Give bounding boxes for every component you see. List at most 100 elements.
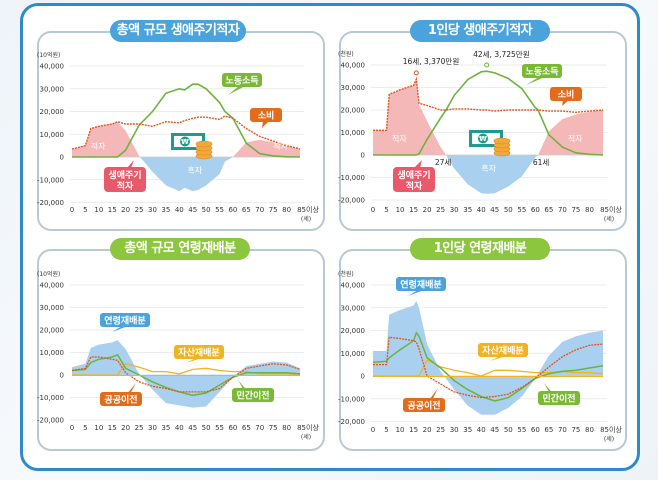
y-tick: 0 <box>60 154 64 162</box>
x-unit-label: (세) <box>604 435 614 443</box>
money-icon: ₩ <box>469 130 511 157</box>
svg-text:적자: 적자 <box>406 180 423 192</box>
x-tick: 80 <box>585 206 594 214</box>
svg-text:자산재배분: 자산재배분 <box>178 347 219 359</box>
money-icon: ₩ <box>171 133 213 160</box>
x-tick: 80 <box>282 206 291 214</box>
labor-income-line <box>373 70 604 156</box>
x-tick: 75 <box>571 426 580 434</box>
y-tick: 0 <box>361 373 365 381</box>
x-tick: 50 <box>202 206 211 214</box>
x-tick: 10 <box>94 424 103 432</box>
x-tick: 25 <box>135 424 144 432</box>
y-tick: -20,000 <box>37 199 64 207</box>
x-tick: 10 <box>396 426 405 434</box>
deficit-label: 적자 <box>273 141 288 151</box>
y-tick: 40,000 <box>40 63 65 71</box>
surplus-label: 흑자 <box>187 165 202 175</box>
x-tick: 30 <box>148 424 157 432</box>
svg-text:연령재배분: 연령재배분 <box>400 279 441 291</box>
x-tick: 40 <box>477 426 486 434</box>
x-tick: 5 <box>384 426 388 434</box>
y-tick: 30,000 <box>40 304 65 312</box>
age-27-annotation: 27세 <box>435 158 452 167</box>
private-transfer-callout: 민간이전 <box>232 380 274 402</box>
y-tick: 20,000 <box>40 108 65 116</box>
consumption-line <box>71 115 301 150</box>
chart-axes: (천원) 40,000 30,000 20,000 10,000 0 -10,000 -20,… <box>338 50 622 223</box>
x-tick: 0 <box>70 206 74 214</box>
y-tick: 40,000 <box>341 62 366 70</box>
x-tick: 20 <box>121 424 130 432</box>
peak-labor-annotation: 42세, 3,725만원 <box>473 50 530 59</box>
deficit-area <box>72 121 300 157</box>
x-tick: 30 <box>450 206 459 214</box>
public-transfer-callout: 공공이전 <box>100 383 142 406</box>
x-tick: 75 <box>269 206 278 214</box>
panel-title: 총액 규모 생애주기적자 <box>110 20 246 42</box>
svg-text:생애주기: 생애주기 <box>108 169 141 181</box>
svg-text:노동소득: 노동소득 <box>225 76 258 87</box>
x-tick: 65 <box>544 206 553 214</box>
svg-text:적자: 적자 <box>117 180 134 192</box>
x-tick: 25 <box>135 206 144 214</box>
deficit-label: 적자 <box>392 134 407 144</box>
x-tick: 55 <box>517 426 526 434</box>
x-tick: 55 <box>215 424 224 432</box>
labor-income-callout: 노동소득 <box>522 64 562 85</box>
y-tick: -10,000 <box>338 395 365 403</box>
age-reallocation-area <box>72 340 300 408</box>
y-tick: 20,000 <box>341 107 366 115</box>
age-reallocation-callout: 연령재배분 <box>100 313 150 332</box>
y-tick: -20,000 <box>338 418 365 426</box>
public-transfer-callout: 공공이전 <box>403 388 445 412</box>
x-tick: 65 <box>544 426 553 434</box>
consumption-callout: 소비 <box>550 87 582 106</box>
x-unit-label: (세) <box>301 433 311 441</box>
consumption-callout: 소비 <box>250 108 282 128</box>
surplus-label: 흑자 <box>481 163 496 173</box>
svg-text:생애주기: 생애주기 <box>397 169 430 181</box>
x-tick: 80 <box>282 424 291 432</box>
x-tick: 20 <box>423 426 432 434</box>
x-tick: 70 <box>558 206 567 214</box>
y-unit-label: (10억원) <box>37 51 60 59</box>
x-tick: 15 <box>108 424 117 432</box>
svg-text:민간이전: 민간이전 <box>542 393 575 405</box>
x-tick: 35 <box>463 426 472 434</box>
x-tick: 10 <box>94 206 103 214</box>
y-tick: 10,000 <box>341 129 366 137</box>
y-tick: 10,000 <box>40 131 65 139</box>
x-tick: 50 <box>504 206 513 214</box>
age-reallocation-area <box>373 300 603 415</box>
x-tick: 40 <box>477 206 486 214</box>
x-tick: 15 <box>409 206 418 214</box>
panel-title: 1인당 연령재배분 <box>410 238 550 260</box>
y-tick: 0 <box>361 152 365 160</box>
x-tick: 60 <box>531 426 540 434</box>
x-tick: 0 <box>371 206 375 214</box>
y-tick: -10,000 <box>37 394 64 402</box>
asset-reallocation-callout: 자산재배분 <box>174 345 224 363</box>
x-tick: 0 <box>70 424 74 432</box>
x-tick: 85이상 <box>297 205 319 214</box>
svg-text:₩: ₩ <box>181 138 189 146</box>
y-tick: 20,000 <box>341 327 366 335</box>
x-unit-label: (세) <box>604 215 614 223</box>
x-tick: 35 <box>463 206 472 214</box>
y-unit-label: (천원) <box>338 50 354 58</box>
x-tick: 45 <box>188 206 197 214</box>
x-tick: 30 <box>450 426 459 434</box>
labor-income-line <box>72 83 301 158</box>
svg-text:소비: 소비 <box>558 89 575 101</box>
x-tick: 75 <box>571 206 580 214</box>
surplus-area <box>373 155 603 194</box>
panel-title: 1인당 생애주기적자 <box>410 20 550 42</box>
svg-text:노동소득: 노동소득 <box>525 67 558 78</box>
x-tick: 5 <box>83 206 87 214</box>
x-tick: 10 <box>396 206 405 214</box>
y-tick: 30,000 <box>341 304 366 312</box>
x-tick: 20 <box>121 206 130 214</box>
deficit-area <box>373 79 603 155</box>
panel-title: 총액 규모 연령재배분 <box>110 238 250 260</box>
